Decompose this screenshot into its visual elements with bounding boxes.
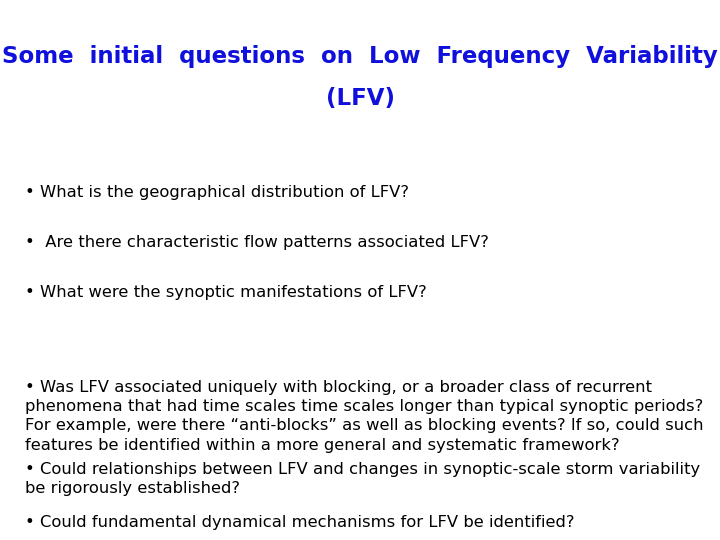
Text: (LFV): (LFV) xyxy=(325,87,395,110)
Text: • Could relationships between LFV and changes in synoptic-scale storm variabilit: • Could relationships between LFV and ch… xyxy=(25,462,701,496)
Text: • Was LFV associated uniquely with blocking, or a broader class of recurrent
phe: • Was LFV associated uniquely with block… xyxy=(25,380,703,453)
Text: Some  initial  questions  on  Low  Frequency  Variability: Some initial questions on Low Frequency … xyxy=(2,45,718,68)
Text: • Could fundamental dynamical mechanisms for LFV be identified?: • Could fundamental dynamical mechanisms… xyxy=(25,515,575,530)
Text: • What were the synoptic manifestations of LFV?: • What were the synoptic manifestations … xyxy=(25,285,427,300)
Text: •  Are there characteristic flow patterns associated LFV?: • Are there characteristic flow patterns… xyxy=(25,235,489,250)
Text: • What is the geographical distribution of LFV?: • What is the geographical distribution … xyxy=(25,185,409,200)
